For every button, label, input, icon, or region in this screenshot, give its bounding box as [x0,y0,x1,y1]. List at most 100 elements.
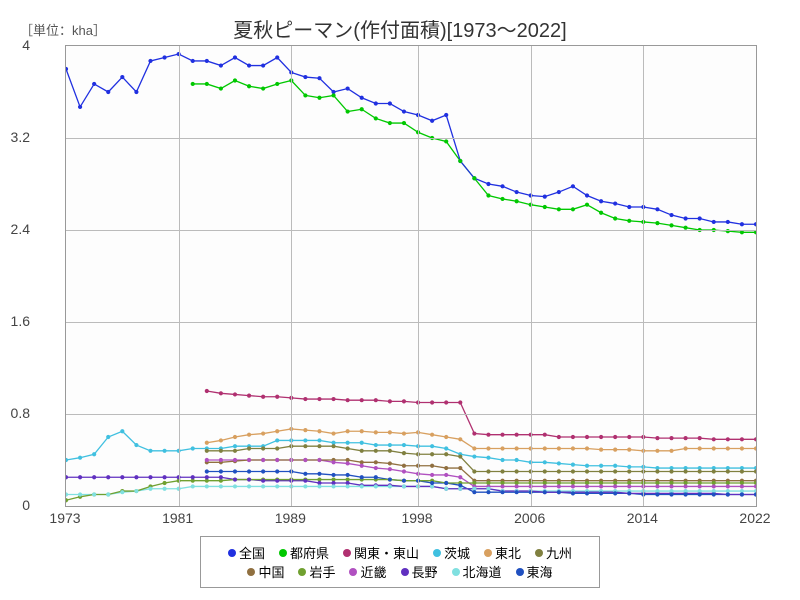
data-marker [669,484,673,488]
data-marker [669,449,673,453]
data-marker [66,492,68,496]
data-marker [219,458,223,462]
data-marker [374,466,378,470]
data-marker [247,394,251,398]
data-marker [233,392,237,396]
data-marker [317,96,321,100]
data-marker [543,446,547,450]
data-marker [557,207,561,211]
x-tick-label: 2022 [739,510,770,526]
data-marker [571,463,575,467]
data-marker [726,220,730,224]
data-marker [275,395,279,399]
legend-label: 北海道 [463,562,502,581]
data-marker [92,475,96,479]
data-marker [669,223,673,227]
data-marker [486,433,490,437]
data-marker [444,466,448,470]
legend-marker [516,568,524,576]
data-marker [402,443,406,447]
data-marker [655,207,659,211]
data-marker [599,469,603,473]
data-marker [233,469,237,473]
data-marker [261,469,265,473]
chart-container: ［単位：kha］ 夏秋ピーマン(作付面積)[1973〜2022] 全国都府県関東… [0,0,800,600]
data-marker [247,63,251,67]
series-line [207,460,756,481]
data-marker [557,461,561,465]
data-marker [331,444,335,448]
data-marker [317,429,321,433]
x-tick-label: 2006 [514,510,545,526]
data-marker [698,436,702,440]
legend-item: 中国 [247,562,284,581]
data-marker [557,446,561,450]
data-marker [543,433,547,437]
data-marker [402,121,406,125]
data-marker [205,458,209,462]
data-marker [78,105,82,109]
data-marker [346,109,350,113]
data-marker [92,452,96,456]
legend-marker [247,568,255,576]
data-marker [303,444,307,448]
data-marker [219,63,223,67]
data-marker [655,484,659,488]
data-marker [374,116,378,120]
data-marker [317,397,321,401]
data-marker [599,435,603,439]
data-marker [698,446,702,450]
data-marker [134,443,138,447]
chart-svg [66,46,756,506]
data-marker [317,484,321,488]
data-marker [261,395,265,399]
legend-label: 中国 [258,562,284,581]
data-marker [698,484,702,488]
data-marker [430,473,434,477]
data-marker [627,435,631,439]
data-marker [543,484,547,488]
data-marker [346,398,350,402]
data-marker [205,469,209,473]
data-marker [740,222,744,226]
data-marker [402,469,406,473]
data-marker [458,437,462,441]
data-marker [303,479,307,483]
data-marker [599,464,603,468]
data-marker [571,484,575,488]
data-marker [374,449,378,453]
data-marker [599,211,603,215]
data-marker [275,55,279,59]
data-marker [205,484,209,488]
legend-marker [228,549,236,557]
data-marker [444,400,448,404]
data-marker [219,86,223,90]
data-marker [698,216,702,220]
legend-label: 長野 [412,562,438,581]
data-marker [712,484,716,488]
data-marker [247,477,251,481]
legend-marker [535,549,543,557]
data-marker [331,397,335,401]
data-marker [754,469,756,473]
data-marker [683,446,687,450]
data-marker [148,449,152,453]
data-marker [360,449,364,453]
data-marker [275,458,279,462]
data-marker [205,475,209,479]
data-marker [219,438,223,442]
series-line [66,54,756,224]
y-tick-label: 0 [0,497,30,513]
legend: 全国都府県関東・東山茨城東北九州中国岩手近畿長野北海道東海 [200,536,600,588]
legend-label: 都府県 [290,543,329,562]
data-marker [106,492,110,496]
data-marker [585,464,589,468]
data-marker [346,473,350,477]
data-marker [303,397,307,401]
data-marker [486,456,490,460]
data-marker [66,498,68,502]
y-tick-label: 4 [0,37,30,53]
data-marker [515,446,519,450]
data-marker [303,75,307,79]
data-marker [444,473,448,477]
